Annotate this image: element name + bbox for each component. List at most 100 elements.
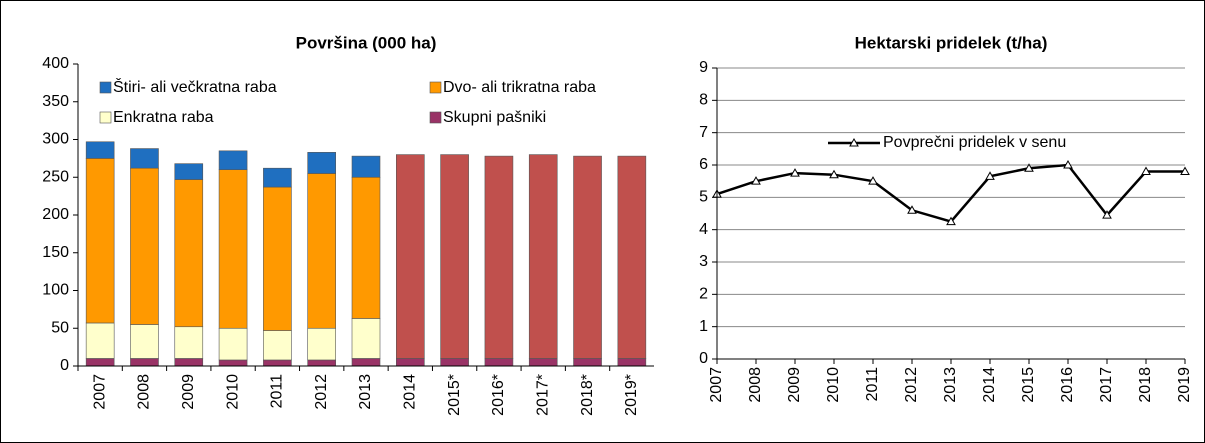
bar-segment [440, 154, 469, 359]
legend-label: Enkratna raba [113, 109, 214, 126]
bar-segment [307, 327, 336, 361]
bar-segment [351, 358, 381, 367]
y-tick-label: 9 [699, 59, 708, 76]
bar-segment [174, 179, 204, 328]
bar-segment [440, 358, 469, 367]
bar-segment [617, 155, 647, 359]
x-tick-label: 2012 [903, 367, 920, 403]
bar-segment [85, 322, 115, 359]
legend-swatch [99, 111, 112, 124]
legend-label: Štiri- ali večkratna raba [113, 77, 277, 96]
x-tick-label: 2008 [747, 367, 764, 403]
marker [1180, 166, 1190, 175]
y-tick-label: 8 [699, 92, 708, 109]
bar-segment [263, 330, 292, 361]
bar-segment [218, 150, 248, 170]
legend-swatch [429, 111, 442, 124]
marker [829, 169, 839, 179]
legend-swatch [429, 81, 442, 94]
bar-segment [263, 359, 292, 367]
x-tick-label: 2008 [136, 374, 153, 410]
x-tick-label: 2017* [534, 374, 551, 416]
x-tick-label: 2011 [269, 374, 286, 409]
x-tick-label: 2009 [786, 367, 803, 403]
y-tick-label: 5 [699, 189, 708, 206]
y-tick-label: 2 [699, 286, 708, 303]
marker [790, 168, 800, 177]
x-tick-label: 2010 [825, 367, 842, 403]
marker [985, 171, 995, 180]
legend-swatch [99, 81, 112, 94]
bar-segment [130, 358, 159, 367]
bar-segment [307, 173, 336, 329]
x-tick-label: 2014 [981, 367, 998, 403]
legend-label: Dvo- ali trikratna raba [443, 79, 596, 96]
bar-segment [307, 359, 336, 367]
chart-title: Površina (000 ha) [296, 33, 437, 52]
y-tick-label: 0 [699, 350, 708, 367]
bar-segment [351, 176, 381, 319]
y-tick-label: 7 [699, 124, 708, 141]
bar-segment [218, 359, 248, 367]
bar-segment [218, 169, 248, 329]
marker [1024, 163, 1034, 172]
y-tick-label: 250 [42, 168, 69, 185]
bar-segment [528, 154, 558, 359]
y-tick-label: 0 [60, 357, 69, 374]
marker [907, 205, 917, 214]
marker [946, 216, 956, 226]
bar-segment [218, 327, 248, 361]
bar-segment [617, 358, 647, 367]
bar-segment [85, 141, 115, 159]
bar-segment [528, 358, 558, 367]
x-tick-label: 2007 [708, 367, 725, 403]
bar-segment [85, 358, 115, 367]
marker [1063, 159, 1073, 169]
bar-segment [85, 158, 115, 324]
bar-segment [351, 155, 381, 178]
x-tick-label: 2011 [864, 367, 881, 402]
y-tick-label: 300 [42, 131, 69, 148]
bar-segment [263, 167, 292, 188]
bar-segment [174, 326, 204, 359]
bar-segment [573, 358, 602, 367]
x-tick-label: 2016 [1059, 367, 1076, 403]
bar-segment [396, 154, 425, 359]
legend-label: Povprečni pridelek v senu [883, 134, 1066, 151]
y-tick-label: 150 [42, 244, 69, 261]
bar-segment [174, 163, 204, 180]
marker [1141, 166, 1151, 175]
y-tick-label: 400 [42, 55, 69, 72]
marker [1102, 210, 1112, 219]
legend-marker [849, 137, 859, 147]
y-tick-label: 6 [699, 156, 708, 173]
y-tick-label: 3 [699, 253, 708, 270]
bar-segment [573, 155, 602, 359]
x-tick-label: 2018* [579, 374, 596, 416]
bar-segment [484, 358, 514, 367]
x-tick-label: 2015* [446, 374, 463, 416]
x-tick-label: 2007 [91, 374, 108, 410]
x-tick-label: 2017 [1098, 367, 1115, 403]
y-tick-label: 200 [42, 206, 69, 223]
x-tick-label: 2016* [490, 374, 507, 416]
bar-segment [307, 152, 336, 174]
bar-segment [130, 167, 159, 325]
y-tick-label: 1 [699, 318, 708, 335]
bar-segment [174, 358, 204, 367]
marker [868, 176, 878, 185]
x-tick-label: 2013 [942, 367, 959, 403]
x-tick-label: 2009 [180, 374, 197, 410]
x-tick-label: 2014 [402, 374, 419, 410]
x-tick-label: 2013 [357, 374, 374, 410]
x-tick-label: 2010 [224, 374, 241, 410]
y-tick-label: 50 [51, 319, 69, 336]
y-tick-label: 350 [42, 93, 69, 110]
legend-label: Skupni pašniki [443, 109, 546, 126]
bar-segment [130, 148, 159, 169]
chart-title: Hektarski pridelek (t/ha) [855, 33, 1048, 52]
marker [751, 176, 761, 185]
x-tick-label: 2018 [1137, 367, 1154, 403]
bar-segment [351, 318, 381, 359]
